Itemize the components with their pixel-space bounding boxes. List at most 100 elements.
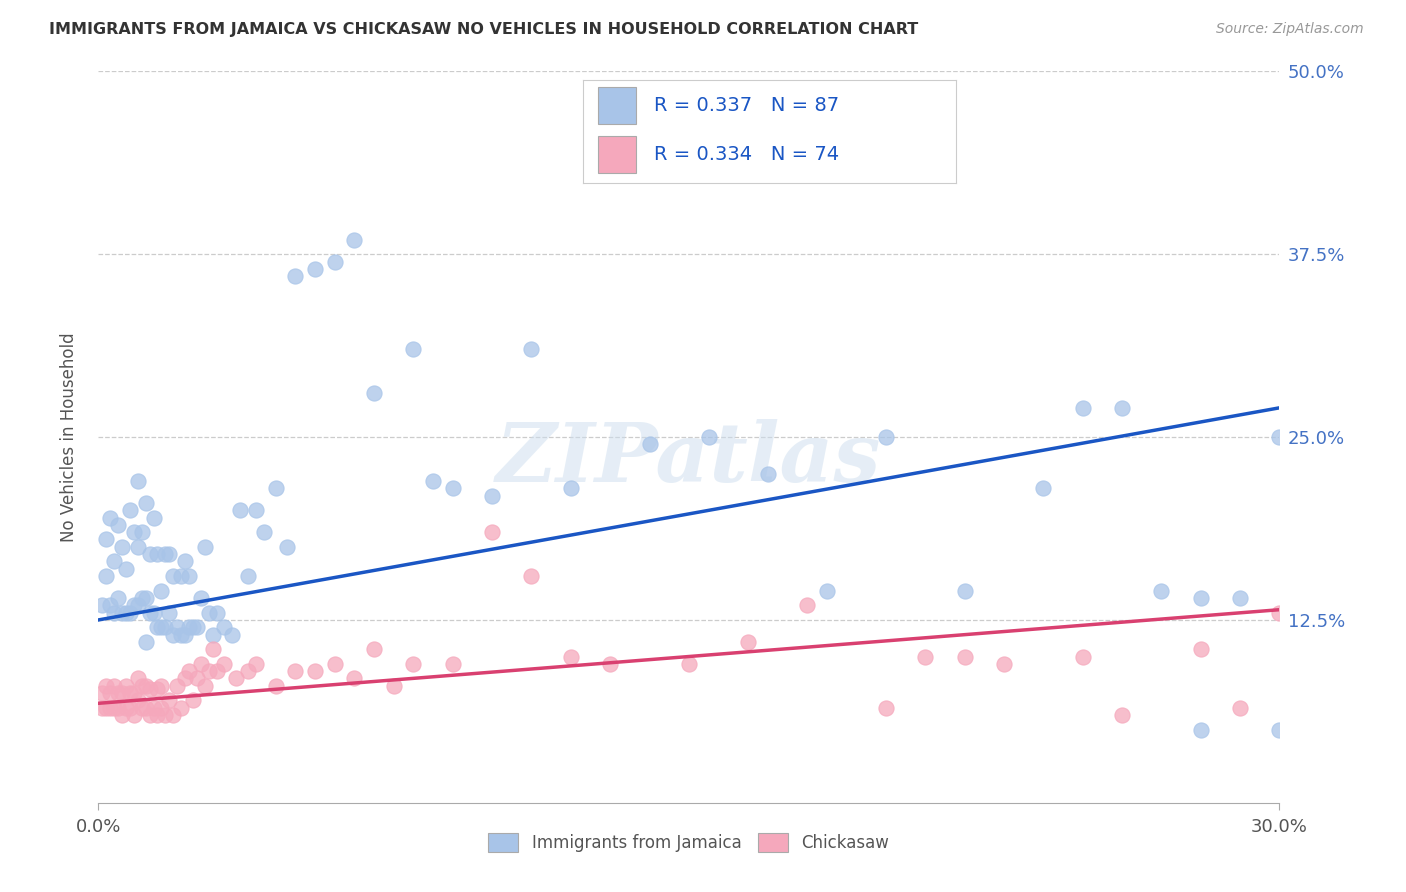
Point	[103, 606, 125, 620]
Point	[131, 525, 153, 540]
Point	[96, 569, 118, 583]
Point	[1032, 481, 1054, 495]
Point	[599, 657, 621, 671]
Point	[284, 664, 307, 678]
Text: Source: ZipAtlas.com: Source: ZipAtlas.com	[1216, 22, 1364, 37]
Point	[166, 620, 188, 634]
Point	[441, 481, 464, 495]
Point	[221, 627, 243, 641]
Point	[127, 474, 149, 488]
FancyBboxPatch shape	[599, 87, 636, 124]
Point	[953, 649, 976, 664]
Point	[264, 679, 287, 693]
Point	[135, 679, 157, 693]
Point	[157, 606, 180, 620]
Point	[111, 708, 134, 723]
Point	[194, 679, 217, 693]
Point	[181, 620, 204, 634]
Point	[560, 649, 582, 664]
Point	[127, 599, 149, 613]
Point	[1189, 591, 1212, 605]
Point	[115, 679, 138, 693]
Point	[638, 437, 661, 451]
Point	[162, 569, 184, 583]
Point	[190, 591, 212, 605]
Point	[363, 642, 385, 657]
Point	[875, 700, 897, 714]
Point	[135, 635, 157, 649]
Point	[214, 657, 236, 671]
Point	[1071, 649, 1094, 664]
Point	[323, 254, 346, 268]
Point	[560, 481, 582, 495]
Point	[142, 700, 165, 714]
Point	[236, 569, 259, 583]
Point	[138, 547, 160, 561]
Point	[131, 679, 153, 693]
Point	[91, 700, 114, 714]
Point	[343, 672, 366, 686]
Point	[107, 686, 129, 700]
Point	[197, 664, 219, 678]
Point	[98, 510, 121, 524]
Point	[103, 700, 125, 714]
Point	[363, 386, 385, 401]
Point	[103, 679, 125, 693]
Point	[343, 233, 366, 247]
Point	[186, 672, 208, 686]
Point	[174, 554, 197, 568]
Point	[157, 547, 180, 561]
Point	[993, 657, 1015, 671]
Point	[205, 606, 228, 620]
Point	[142, 606, 165, 620]
Point	[1268, 430, 1291, 444]
Point	[481, 525, 503, 540]
Point	[205, 664, 228, 678]
Point	[98, 700, 121, 714]
Point	[127, 672, 149, 686]
Point	[441, 657, 464, 671]
Point	[118, 700, 141, 714]
Point	[122, 686, 145, 700]
Point	[815, 583, 838, 598]
Point	[155, 547, 177, 561]
Point	[96, 679, 118, 693]
Point	[481, 489, 503, 503]
Point	[1268, 606, 1291, 620]
Point	[194, 540, 217, 554]
Point	[146, 708, 169, 723]
Point	[1111, 401, 1133, 415]
Point	[520, 343, 543, 357]
Point	[131, 700, 153, 714]
Point	[96, 700, 118, 714]
Point	[155, 708, 177, 723]
Point	[1150, 583, 1173, 598]
Point	[91, 599, 114, 613]
Point	[177, 569, 200, 583]
Point	[146, 681, 169, 696]
Point	[304, 261, 326, 276]
Point	[127, 693, 149, 707]
Point	[382, 679, 405, 693]
Point	[1071, 401, 1094, 415]
Point	[1111, 708, 1133, 723]
Point	[177, 620, 200, 634]
Point	[111, 686, 134, 700]
Point	[157, 693, 180, 707]
Point	[953, 583, 976, 598]
Point	[225, 672, 247, 686]
Point	[131, 591, 153, 605]
Point	[115, 700, 138, 714]
Point	[276, 540, 298, 554]
Point	[756, 467, 779, 481]
Point	[166, 679, 188, 693]
Point	[118, 606, 141, 620]
Point	[150, 620, 173, 634]
Y-axis label: No Vehicles in Household: No Vehicles in Household	[59, 332, 77, 542]
Point	[115, 562, 138, 576]
Point	[122, 708, 145, 723]
Point	[150, 679, 173, 693]
Point	[245, 503, 267, 517]
Point	[323, 657, 346, 671]
Point	[174, 627, 197, 641]
